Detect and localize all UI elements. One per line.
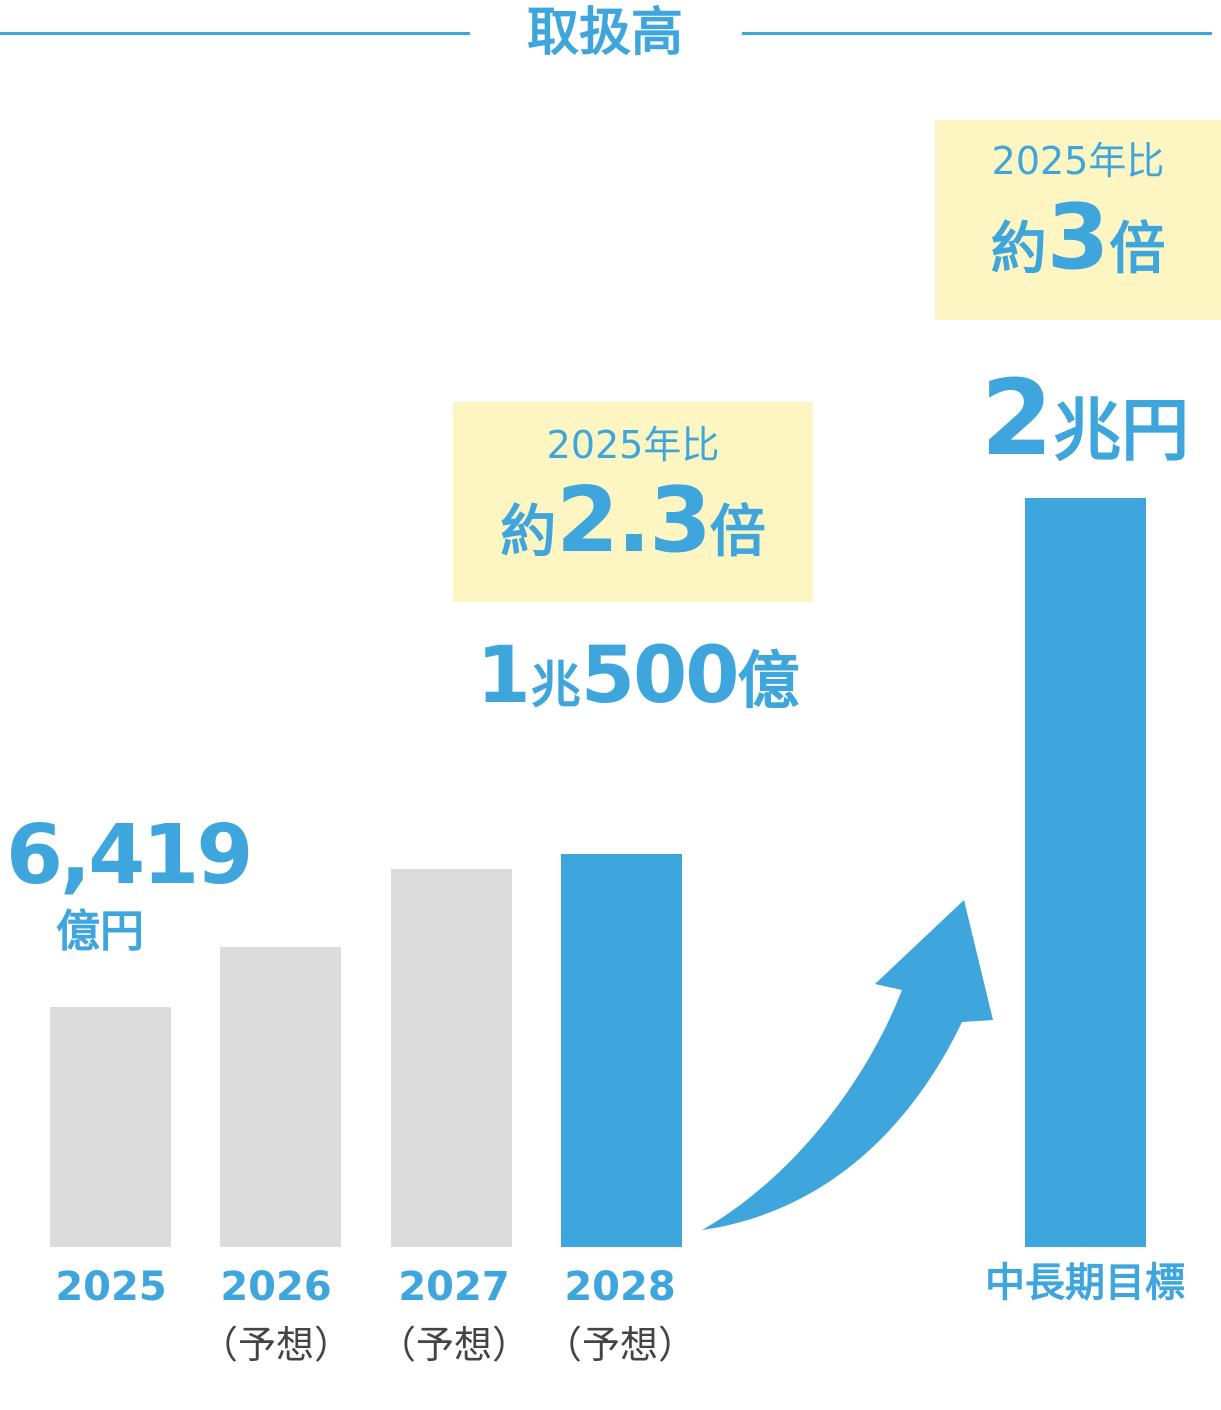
callout-target-number: 3 [1046,185,1110,290]
value-2028-b: 兆 [530,656,581,714]
x-sub-2028: （予想） [543,1323,696,1367]
callout-2028-suffix: 倍 [709,500,766,565]
x-sub-2027: （予想） [377,1323,530,1367]
bar-target [1025,498,1146,1247]
x-label-2026: 2026 [220,1264,332,1310]
callout-2028-prefix: 約 [500,500,557,565]
value-2028-c: 500 [580,631,740,721]
x-label-2025: 2025 [55,1264,167,1310]
x-sub-2026: （予想） [199,1323,352,1367]
value-target-unit: 兆円 [1053,392,1190,471]
curved-arrow-up-icon [702,900,993,1230]
callout-target-prefix: 約 [990,217,1047,282]
bar-2026 [220,947,341,1247]
callout-2028-compare: 2025年比 [546,423,720,467]
callout-target-compare: 2025年比 [991,139,1165,183]
value-2025-number: 6,419 [6,808,253,903]
callout-target-suffix: 倍 [1109,217,1166,282]
value-target-number: 2 [980,357,1054,479]
title-rule-left [0,32,470,35]
bar-2025 [50,1007,171,1247]
callout-2028: 2025年比 約2.3倍 [453,402,813,602]
value-label-target: 2兆円 [960,358,1210,509]
value-2028-d: 億 [737,644,800,717]
value-2028-a: 1 [476,631,531,721]
value-2025-unit: 億円 [56,906,144,957]
callout-2028-number: 2.3 [556,468,711,573]
callout-2028-multiple: 約2.3倍 [453,466,813,601]
title-rule-right [742,32,1212,35]
bar-2028 [561,854,682,1247]
bar-2027 [391,869,512,1247]
x-label-target: 中長期目標 [985,1260,1185,1306]
value-label-2028: 1兆500億 [448,628,828,745]
callout-target-multiple: 約3倍 [935,182,1221,319]
x-label-2027: 2027 [398,1264,510,1310]
x-label-2028: 2028 [564,1264,676,1310]
callout-target: 2025年比 約3倍 [935,120,1221,320]
value-label-2025: 6,419 億円 [6,808,253,960]
chart-title: 取扱高 [526,3,683,63]
